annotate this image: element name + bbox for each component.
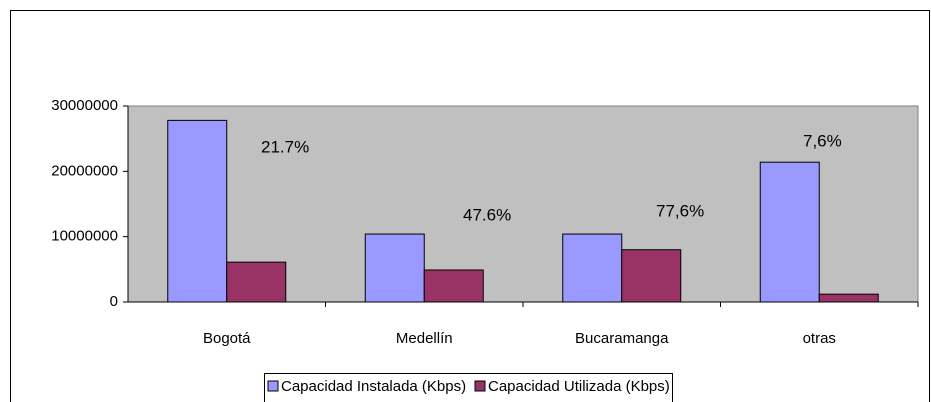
legend-swatch bbox=[474, 380, 486, 392]
y-tick-label: 30000000 bbox=[51, 97, 118, 114]
annotation: 7,6% bbox=[803, 131, 842, 150]
bar bbox=[226, 261, 287, 303]
bar bbox=[562, 233, 623, 303]
bar bbox=[423, 269, 484, 303]
y-tick-label: 20000000 bbox=[51, 162, 118, 179]
bar bbox=[364, 233, 425, 303]
x-tick-label: Bucaramanga bbox=[575, 330, 669, 347]
annotation: 77,6% bbox=[656, 201, 704, 220]
bar bbox=[759, 161, 820, 303]
y-tick-label: 0 bbox=[110, 293, 118, 310]
annotation: 21.7% bbox=[261, 137, 309, 156]
y-tick-label: 10000000 bbox=[51, 228, 118, 245]
bar bbox=[818, 293, 879, 303]
bar bbox=[621, 249, 682, 303]
legend-swatch bbox=[267, 380, 279, 392]
annotation: 47.6% bbox=[463, 205, 511, 224]
legend-label: Capacidad Instalada (Kbps) bbox=[281, 378, 466, 395]
bar bbox=[167, 119, 228, 303]
x-tick-label: otras bbox=[803, 330, 836, 347]
legend-box bbox=[264, 373, 673, 402]
legend-label: Capacidad Utilizada (Kbps) bbox=[488, 378, 670, 395]
x-tick-label: Bogotá bbox=[203, 330, 251, 347]
x-tick-label: Medellín bbox=[396, 330, 453, 347]
